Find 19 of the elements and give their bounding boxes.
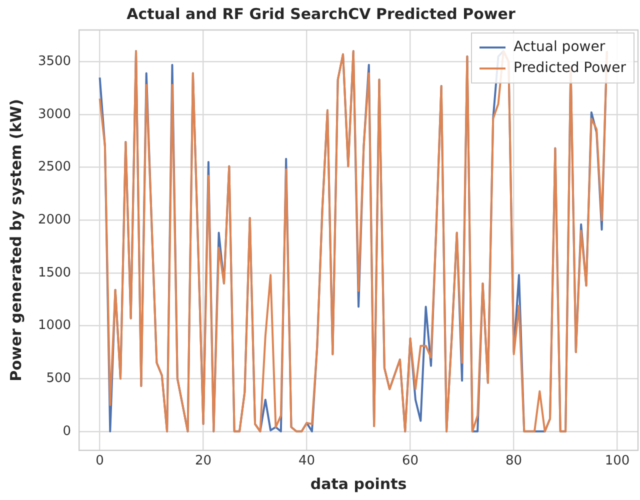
y-tick-label: 500 [46,370,72,386]
y-axis-title: Power generated by system (kW) [6,99,25,382]
x-tick-label: 80 [506,454,522,469]
x-tick-label: 40 [298,454,316,469]
x-tick-label: 0 [96,454,104,469]
y-tick-label: 1500 [38,265,72,280]
legend-label: Predicted Power [514,60,626,76]
x-tick-label: 20 [195,454,212,469]
y-tick-label: 2000 [38,212,72,228]
y-tick-label: 1000 [38,318,72,334]
chart-title: Actual and RF Grid SearchCV Predicted Power [126,4,516,23]
y-tick-label: 2500 [38,160,72,175]
x-tick-label: 60 [402,454,419,469]
x-axis-title: data points [310,474,407,493]
y-tick-label: 3500 [38,54,72,70]
x-tick-label: 100 [604,454,630,469]
legend-label: Actual power [514,39,606,56]
y-tick-label: 0 [62,424,72,439]
y-tick-label: 3000 [38,106,72,122]
